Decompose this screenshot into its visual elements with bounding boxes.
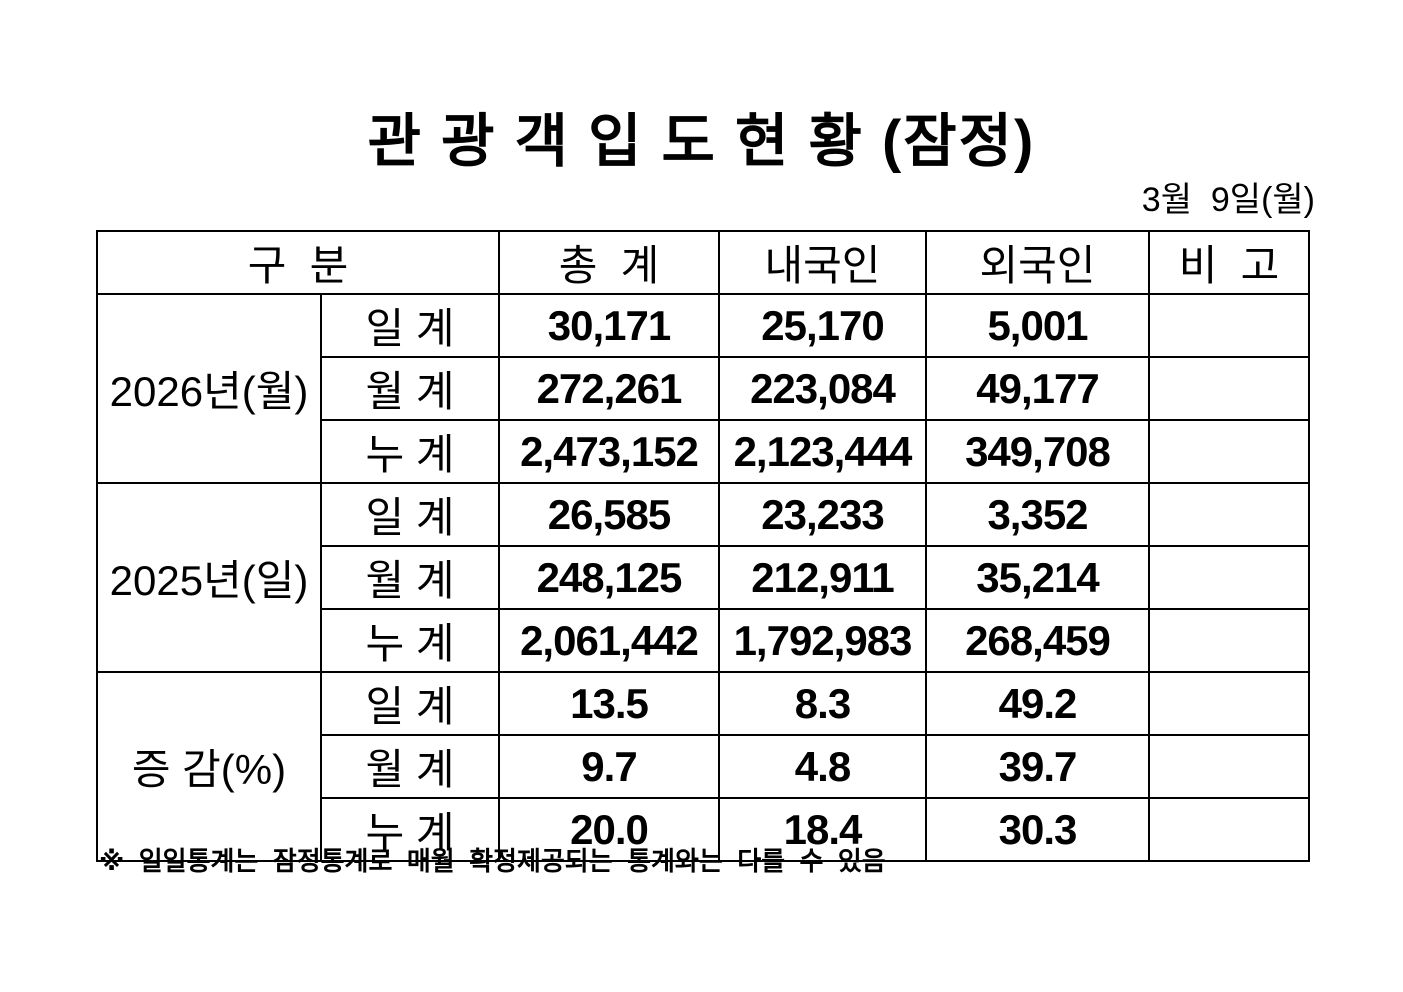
cell-total: 9.7	[498, 734, 720, 799]
row-sub-label: 월 계	[320, 734, 500, 799]
cell-foreign: 30.3	[925, 797, 1150, 862]
header-total: 총 계	[498, 230, 720, 295]
tourist-arrival-table: 구 분 총 계 내국인 외국인 비 고 2026년(월) 일 계 30,171 …	[96, 230, 1310, 862]
page-title: 관 광 객 입 도 현 황 (잠정)	[367, 109, 1036, 174]
row-sub-label: 누 계	[320, 419, 500, 484]
table-row: 누 계 2,473,152 2,123,444 349,708	[97, 419, 1310, 484]
table-row: 월 계 248,125 212,911 35,214	[97, 545, 1310, 610]
cell-domestic: 1,792,983	[718, 608, 927, 673]
footnote: ※ 일일통계는 잠정통계로 매월 확정제공되는 통계와는 다를 수 있음	[99, 846, 886, 876]
cell-total: 26,585	[498, 482, 720, 547]
cell-domestic: 8.3	[718, 671, 927, 736]
table-row: 월 계 9.7 4.8 39.7	[97, 734, 1310, 799]
table-header-row: 구 분 총 계 내국인 외국인 비 고	[96, 230, 1310, 295]
row-sub-label: 누 계	[320, 797, 500, 862]
cell-remarks	[1148, 293, 1310, 358]
table-row: 2025년(일) 일 계 26,585 23,233 3,352	[96, 482, 1310, 673]
cell-foreign: 49.2	[925, 671, 1150, 736]
cell-total: 30,171	[498, 293, 720, 358]
row-sub-label: 일 계	[320, 482, 500, 547]
cell-total: 2,473,152	[498, 419, 720, 484]
header-foreign: 외국인	[925, 230, 1150, 295]
row-sub-label: 일 계	[320, 671, 500, 736]
header-category: 구 분	[96, 230, 500, 295]
report-date: 3월 9일(월)	[1141, 181, 1315, 219]
row-sub-label: 월 계	[320, 545, 500, 610]
cell-foreign: 268,459	[925, 608, 1150, 673]
cell-remarks	[1148, 419, 1310, 484]
group-label-2025: 2025년(일)	[96, 482, 322, 673]
cell-total: 248,125	[498, 545, 720, 610]
group-label-2026: 2026년(월)	[96, 293, 322, 484]
cell-total: 13.5	[498, 671, 720, 736]
cell-domestic: 25,170	[718, 293, 927, 358]
cell-total: 2,061,442	[498, 608, 720, 673]
cell-domestic: 18.4	[718, 797, 927, 862]
cell-total: 20.0	[498, 797, 720, 862]
cell-foreign: 349,708	[925, 419, 1150, 484]
cell-remarks	[1148, 482, 1310, 547]
cell-foreign: 35,214	[925, 545, 1150, 610]
header-remarks: 비 고	[1148, 230, 1310, 295]
table-row: 누 계 20.0 18.4 30.3	[97, 797, 1310, 862]
cell-remarks	[1148, 545, 1310, 610]
cell-domestic: 23,233	[718, 482, 927, 547]
table-row: 2026년(월) 일 계 30,171 25,170 5,001	[96, 293, 1310, 484]
cell-foreign: 5,001	[925, 293, 1150, 358]
group-label-change: 증 감(%)	[96, 671, 322, 862]
table-row: 누 계 2,061,442 1,792,983 268,459	[97, 608, 1310, 673]
cell-domestic: 2,123,444	[718, 419, 927, 484]
table-row: 증 감(%) 일 계 13.5 8.3 49.2	[96, 671, 1310, 862]
cell-remarks	[1148, 671, 1310, 736]
cell-foreign: 39.7	[925, 734, 1150, 799]
cell-foreign: 49,177	[925, 356, 1150, 421]
cell-domestic: 4.8	[718, 734, 927, 799]
cell-domestic: 212,911	[718, 545, 927, 610]
cell-remarks	[1148, 608, 1310, 673]
cell-remarks	[1148, 797, 1310, 862]
row-sub-label: 월 계	[320, 356, 500, 421]
row-sub-label: 일 계	[320, 293, 500, 358]
row-sub-label: 누 계	[320, 608, 500, 673]
cell-remarks	[1148, 356, 1310, 421]
cell-domestic: 223,084	[718, 356, 927, 421]
header-domestic: 내국인	[718, 230, 927, 295]
table-row: 월 계 272,261 223,084 49,177	[97, 356, 1310, 421]
cell-total: 272,261	[498, 356, 720, 421]
cell-foreign: 3,352	[925, 482, 1150, 547]
cell-remarks	[1148, 734, 1310, 799]
